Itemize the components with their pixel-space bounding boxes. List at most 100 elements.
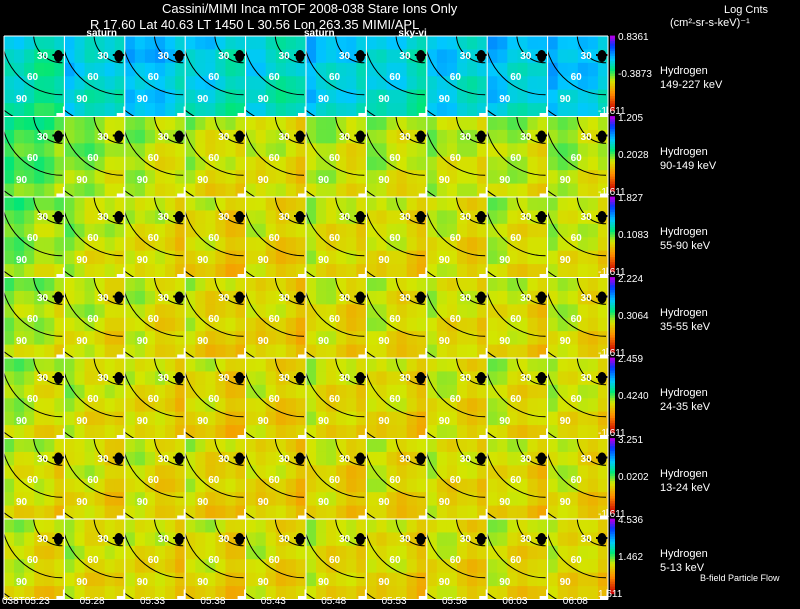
contour-60 xyxy=(185,370,244,418)
heatmap-pixel xyxy=(386,358,398,372)
heatmap-pixel xyxy=(326,572,337,587)
heatmap-pixel xyxy=(306,317,317,332)
heatmap-pixel xyxy=(557,505,569,519)
heatmap-pixel xyxy=(14,519,25,533)
heatmap-pixel xyxy=(316,532,327,547)
contour-label-30: 30 xyxy=(37,131,49,143)
contour-label-60: 60 xyxy=(570,152,582,164)
heatmap-pixel xyxy=(265,371,277,386)
heatmap-pixel xyxy=(487,304,498,319)
heatmap-pixel xyxy=(547,143,559,158)
contour-label-30: 30 xyxy=(459,131,471,143)
heatmap-pixel xyxy=(124,62,136,77)
heatmap-pixel xyxy=(386,371,398,386)
heatmap-pixel xyxy=(74,398,86,413)
heatmap-pixel xyxy=(215,478,226,493)
heatmap-pixel xyxy=(326,197,337,211)
heatmap-pixel xyxy=(517,586,528,600)
heatmap-pixel xyxy=(497,371,508,386)
time-tick: 06:03 xyxy=(502,596,528,607)
heatmap-pixel xyxy=(376,384,388,399)
heatmap-pixel xyxy=(497,183,508,197)
colorbar-min: -1.611 xyxy=(598,347,626,359)
heatmap-pixel xyxy=(567,277,579,292)
heatmap-pixel xyxy=(14,250,25,265)
heatmap-pixel xyxy=(577,519,589,533)
heatmap-pixel xyxy=(356,76,367,91)
heatmap-pixel xyxy=(497,478,508,493)
heatmap-cell xyxy=(366,197,427,278)
heatmap-pixel xyxy=(487,237,498,252)
heatmap-pixel xyxy=(195,264,206,278)
heatmap-pixel xyxy=(245,451,257,466)
heatmap-pixel xyxy=(245,76,257,91)
contour-label-60: 60 xyxy=(147,152,159,164)
contour-label-60: 60 xyxy=(268,474,280,486)
heatmap-pixel xyxy=(144,398,156,413)
heatmap-pixel xyxy=(215,197,226,211)
contour-label-90: 90 xyxy=(559,335,571,347)
heatmap-pixel xyxy=(165,384,176,399)
heatmap-pixel xyxy=(416,492,427,507)
heatmap-pixel xyxy=(336,398,347,413)
heatmap-pixel xyxy=(165,519,176,533)
heatmap-pixel xyxy=(4,371,15,386)
heatmap-pixel xyxy=(346,425,357,439)
heatmap-pixel xyxy=(446,143,458,158)
heatmap-pixel xyxy=(346,411,357,426)
contour-label-30: 30 xyxy=(580,51,592,62)
heatmap-pixel xyxy=(356,103,367,117)
heatmap-pixel xyxy=(457,62,468,77)
heatmap-pixel xyxy=(134,478,146,493)
heatmap-pixel xyxy=(185,451,196,466)
heatmap-pixel xyxy=(326,36,337,50)
heatmap-pixel xyxy=(457,398,468,413)
heatmap-pixel xyxy=(366,89,377,104)
heatmap-pixel xyxy=(205,492,216,507)
contour-30 xyxy=(516,197,546,225)
heatmap-pixel xyxy=(74,317,86,332)
contour-30 xyxy=(274,358,305,386)
heatmap-cell xyxy=(124,197,186,278)
heatmap-pixel xyxy=(467,183,478,197)
saturn-icon xyxy=(52,211,65,223)
heatmap-pixel xyxy=(517,223,528,238)
heatmap-pixel xyxy=(4,532,15,547)
colorbar-mid: 0.1083 xyxy=(618,230,649,241)
heatmap-pixel xyxy=(295,465,307,480)
heatmap-pixel xyxy=(205,532,216,547)
heatmap-pixel xyxy=(24,411,35,426)
heatmap-cell xyxy=(366,277,427,358)
heatmap-pixel xyxy=(114,492,125,507)
heatmap-pixel xyxy=(527,425,539,439)
heatmap-pixel xyxy=(225,277,237,292)
heatmap-pixel xyxy=(24,344,35,358)
heatmap-pixel xyxy=(306,223,317,238)
heatmap-pixel xyxy=(295,36,307,50)
heatmap-pixel xyxy=(195,465,206,480)
heatmap-pixel xyxy=(547,237,559,252)
heatmap-pixel xyxy=(386,465,398,480)
heatmap-pixel xyxy=(195,384,206,399)
heatmap-pixel xyxy=(386,210,398,225)
heatmap-pixel xyxy=(557,36,569,50)
heatmap-pixel xyxy=(416,250,427,265)
heatmap-pixel xyxy=(205,331,216,346)
heatmap-pixel xyxy=(275,116,287,131)
heatmap-pixel xyxy=(14,451,25,466)
heatmap-pixel xyxy=(436,264,448,278)
heatmap-pixel xyxy=(436,129,448,144)
heatmap-pixel xyxy=(396,277,408,292)
heatmap-pixel xyxy=(386,36,398,50)
heatmap-pixel xyxy=(245,103,257,117)
heatmap-pixel xyxy=(235,36,246,50)
heatmap-pixel xyxy=(24,492,35,507)
heatmap-pixel xyxy=(497,156,508,171)
contour-60 xyxy=(124,531,184,579)
heatmap-pixel xyxy=(94,371,106,386)
saturn-icon xyxy=(414,533,427,545)
heatmap-pixel xyxy=(557,411,569,426)
contour-label-90: 90 xyxy=(16,335,28,347)
heatmap-pixel xyxy=(74,89,86,104)
heatmap-cell xyxy=(185,358,246,439)
